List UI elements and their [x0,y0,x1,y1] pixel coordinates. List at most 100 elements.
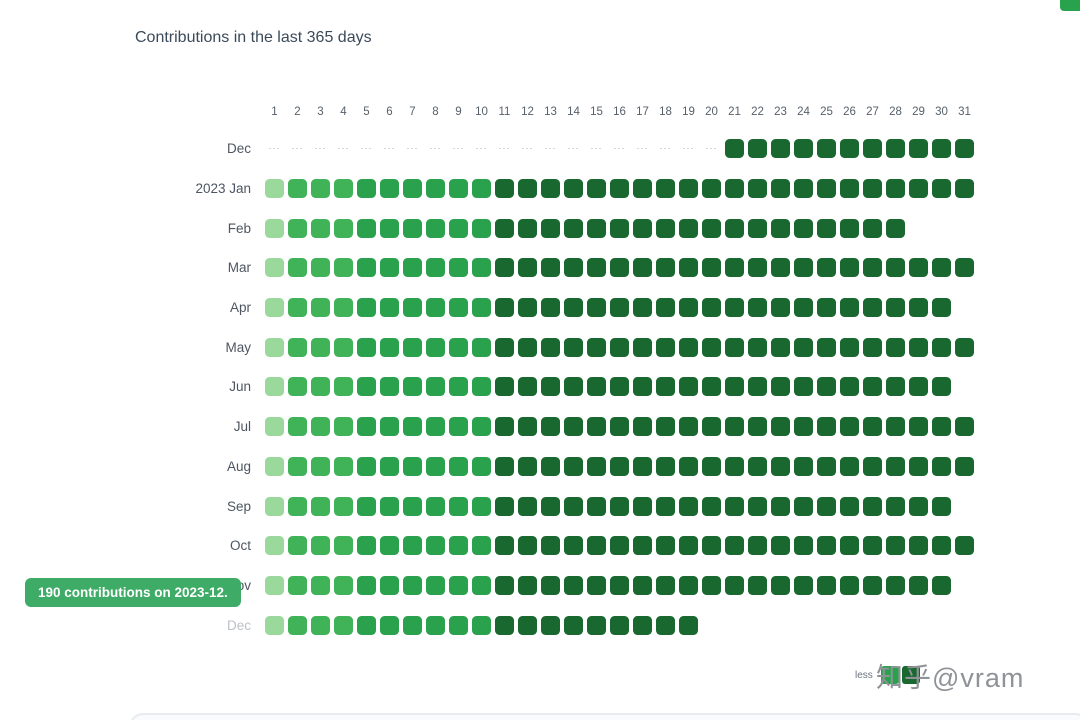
day-cell[interactable] [380,575,399,595]
day-cell[interactable] [311,179,330,199]
day-cell[interactable] [541,337,560,357]
day-cell[interactable] [495,575,514,595]
day-cell[interactable] [265,496,284,516]
day-cell[interactable] [633,536,652,556]
day-cell[interactable] [334,417,353,437]
day-cell[interactable] [541,258,560,278]
day-cell[interactable] [679,456,698,476]
day-cell[interactable] [449,337,468,357]
day-cell[interactable] [564,575,583,595]
day-cell[interactable] [334,258,353,278]
day-cell[interactable] [932,258,951,278]
day-cell[interactable] [771,377,790,397]
day-cell[interactable] [863,179,882,199]
day-cell[interactable] [771,218,790,238]
day-cell[interactable] [380,496,399,516]
day-cell[interactable] [725,575,744,595]
day-cell[interactable] [426,615,445,635]
day-cell[interactable] [840,377,859,397]
day-cell[interactable] [449,179,468,199]
day-cell[interactable] [840,575,859,595]
day-cell[interactable] [311,218,330,238]
day-cell[interactable] [679,615,698,635]
day-cell[interactable] [357,615,376,635]
day-cell[interactable] [403,218,422,238]
day-cell[interactable] [633,218,652,238]
day-cell[interactable] [265,536,284,556]
day-cell[interactable] [334,377,353,397]
day-cell[interactable] [357,179,376,199]
day-cell[interactable] [817,337,836,357]
day-cell[interactable] [495,218,514,238]
day-cell[interactable] [357,496,376,516]
day-cell[interactable] [380,298,399,318]
day-cell[interactable] [955,536,974,556]
day-cell[interactable] [564,179,583,199]
day-cell[interactable] [380,417,399,437]
day-cell[interactable] [311,496,330,516]
day-cell[interactable] [564,377,583,397]
day-cell[interactable] [564,536,583,556]
day-cell[interactable] [886,218,905,238]
day-cell[interactable] [449,536,468,556]
day-cell[interactable] [587,456,606,476]
day-cell[interactable] [587,496,606,516]
day-cell[interactable] [909,179,928,199]
day-cell[interactable] [472,298,491,318]
day-cell[interactable] [587,218,606,238]
day-cell[interactable] [311,377,330,397]
day-cell[interactable] [817,456,836,476]
day-cell[interactable] [955,456,974,476]
day-cell[interactable] [863,575,882,595]
day-cell[interactable] [403,536,422,556]
day-cell[interactable] [311,417,330,437]
day-cell[interactable] [587,179,606,199]
day-cell[interactable] [771,417,790,437]
day-cell[interactable] [633,179,652,199]
day-cell[interactable] [794,218,813,238]
day-cell[interactable] [472,258,491,278]
day-cell[interactable] [426,575,445,595]
day-cell[interactable] [817,218,836,238]
day-cell[interactable] [840,536,859,556]
day-cell[interactable] [334,575,353,595]
day-cell[interactable] [334,179,353,199]
day-cell[interactable] [840,179,859,199]
day-cell[interactable] [426,417,445,437]
day-cell[interactable] [587,615,606,635]
day-cell[interactable] [495,496,514,516]
day-cell[interactable] [334,337,353,357]
day-cell[interactable] [863,298,882,318]
day-cell[interactable] [886,496,905,516]
day-cell[interactable] [288,298,307,318]
day-cell[interactable] [656,218,675,238]
day-cell[interactable] [748,417,767,437]
day-cell[interactable] [495,536,514,556]
day-cell[interactable] [472,337,491,357]
day-cell[interactable] [679,258,698,278]
day-cell[interactable] [403,496,422,516]
day-cell[interactable] [610,179,629,199]
day-cell[interactable] [702,179,721,199]
day-cell[interactable] [610,496,629,516]
day-cell[interactable] [840,456,859,476]
day-cell[interactable] [288,575,307,595]
day-cell[interactable] [656,337,675,357]
day-cell[interactable] [541,377,560,397]
day-cell[interactable] [955,417,974,437]
day-cell[interactable] [311,337,330,357]
day-cell[interactable] [449,258,468,278]
day-cell[interactable] [794,536,813,556]
day-cell[interactable] [311,615,330,635]
day-cell[interactable] [334,218,353,238]
day-cell[interactable] [472,218,491,238]
day-cell[interactable] [840,258,859,278]
day-cell[interactable] [863,456,882,476]
day-cell[interactable] [472,456,491,476]
day-cell[interactable] [426,496,445,516]
day-cell[interactable] [656,179,675,199]
day-cell[interactable] [633,298,652,318]
day-cell[interactable] [380,377,399,397]
day-cell[interactable] [886,575,905,595]
day-cell[interactable] [794,258,813,278]
